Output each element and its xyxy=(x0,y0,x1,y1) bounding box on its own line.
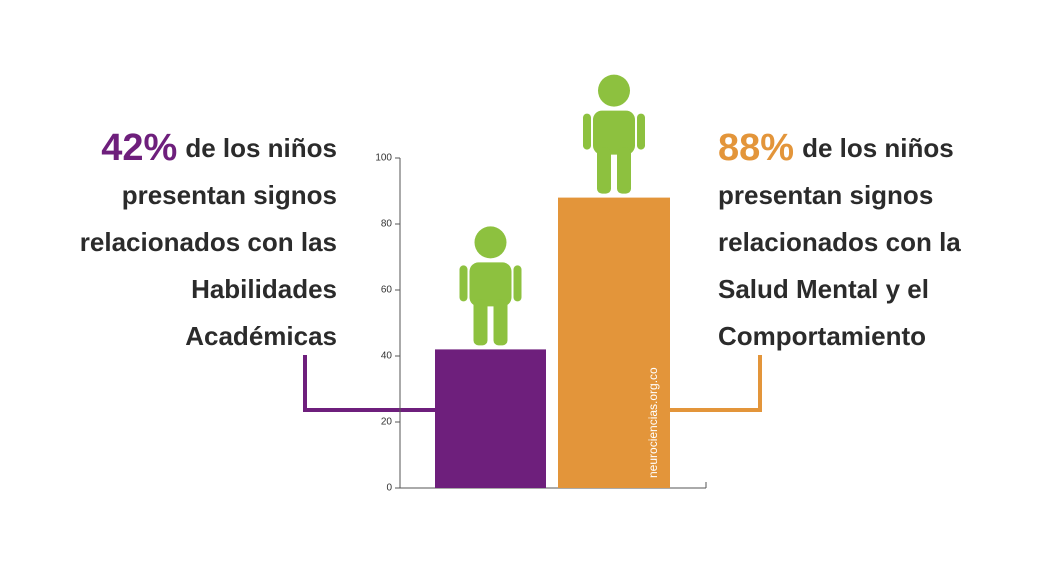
y-tick-label: 60 xyxy=(381,285,393,296)
watermark: neurociencias.org.co xyxy=(646,367,660,478)
y-tick-label: 40 xyxy=(381,351,393,362)
annotation-text: de los niños xyxy=(802,133,954,163)
person-arm xyxy=(637,113,645,150)
annotation-line: relacionados con la xyxy=(718,227,961,257)
person-leg xyxy=(617,147,631,194)
person-torso xyxy=(469,262,512,307)
annotation-line: presentan signos xyxy=(122,180,337,210)
person-arm xyxy=(513,265,522,302)
bar xyxy=(435,349,546,488)
person-arm xyxy=(583,113,591,150)
annotation-line: Académicas xyxy=(185,321,337,351)
person-head xyxy=(474,226,507,259)
value-label: 42% xyxy=(101,127,177,169)
annotation-line: 42% de los niños xyxy=(101,127,337,169)
connector-left xyxy=(303,355,435,412)
person-icon xyxy=(459,226,522,346)
annotation-line: Habilidades xyxy=(191,274,337,304)
annotation-line: Comportamiento xyxy=(718,321,926,351)
annotation-line: 88% de los niños xyxy=(718,127,954,169)
connector-right xyxy=(670,355,762,412)
y-tick-label: 80 xyxy=(381,219,393,230)
person-torso xyxy=(593,110,635,155)
person-leg xyxy=(597,147,611,194)
annotation-line: Salud Mental y el xyxy=(718,274,929,304)
annotation-line: relacionados con las xyxy=(80,227,337,257)
person-arm xyxy=(459,265,468,302)
person-icon xyxy=(583,74,645,194)
y-tick-label: 20 xyxy=(381,417,393,428)
person-head xyxy=(598,74,630,107)
annotation-text: de los niños xyxy=(185,133,337,163)
person-leg xyxy=(493,299,508,346)
value-label: 88% xyxy=(718,127,794,169)
y-tick-label: 0 xyxy=(386,483,392,494)
y-tick-label: 100 xyxy=(375,153,392,164)
bar xyxy=(558,197,670,488)
person-leg xyxy=(473,299,488,346)
annotation-line: presentan signos xyxy=(718,180,933,210)
